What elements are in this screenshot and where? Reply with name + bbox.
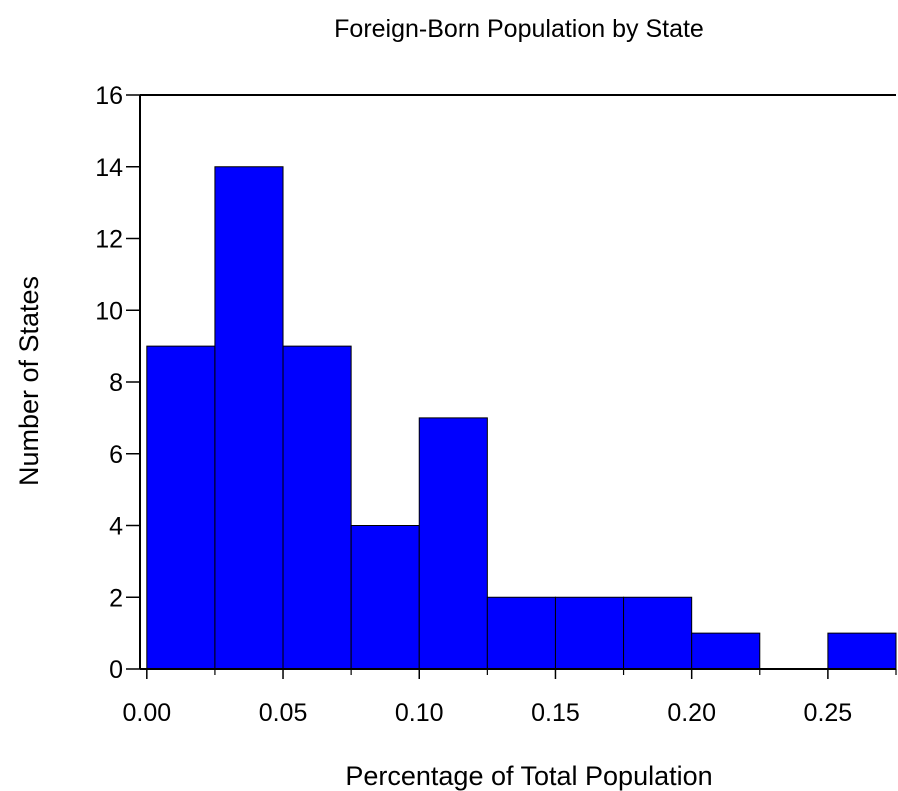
histogram-bar [282, 345, 352, 670]
histogram-bar [214, 166, 284, 670]
x-tick-label: 0.05 [259, 699, 308, 727]
y-tick-label: 2 [109, 584, 123, 612]
y-tick-label: 0 [109, 656, 123, 684]
y-tick-label: 4 [109, 513, 123, 541]
x-tick-label: 0.15 [531, 699, 580, 727]
histogram-bar [350, 525, 420, 670]
x-axis-label: Percentage of Total Population [345, 761, 712, 791]
y-tick-label: 16 [95, 82, 123, 110]
histogram-bar [554, 596, 625, 670]
histogram-bar [418, 417, 488, 670]
axes-group: 0 2 4 6 8 10 12 14 16 0.00 0.05 0.10 0.15 0.20 0.25 [95, 82, 897, 727]
y-tick-label: 6 [109, 441, 123, 469]
histogram-bar [827, 632, 897, 670]
y-axis-label: Number of States [14, 276, 44, 486]
chart-title: Foreign-Born Population by State [334, 15, 704, 43]
bars-group [146, 166, 897, 670]
x-tick-label: 0.20 [667, 699, 716, 727]
x-tick-label: 0.25 [804, 699, 853, 727]
y-tick-label: 8 [109, 369, 123, 397]
x-tick-label: 0.00 [122, 699, 171, 727]
y-tick-label: 12 [95, 226, 123, 254]
histogram-bar [623, 596, 693, 670]
y-tick-label: 10 [95, 297, 123, 325]
y-tick-label: 14 [95, 154, 123, 182]
x-tick-label: 0.10 [395, 699, 444, 727]
histogram-bar [486, 596, 556, 670]
histogram-bar [691, 632, 761, 670]
histogram-bar [146, 345, 216, 670]
